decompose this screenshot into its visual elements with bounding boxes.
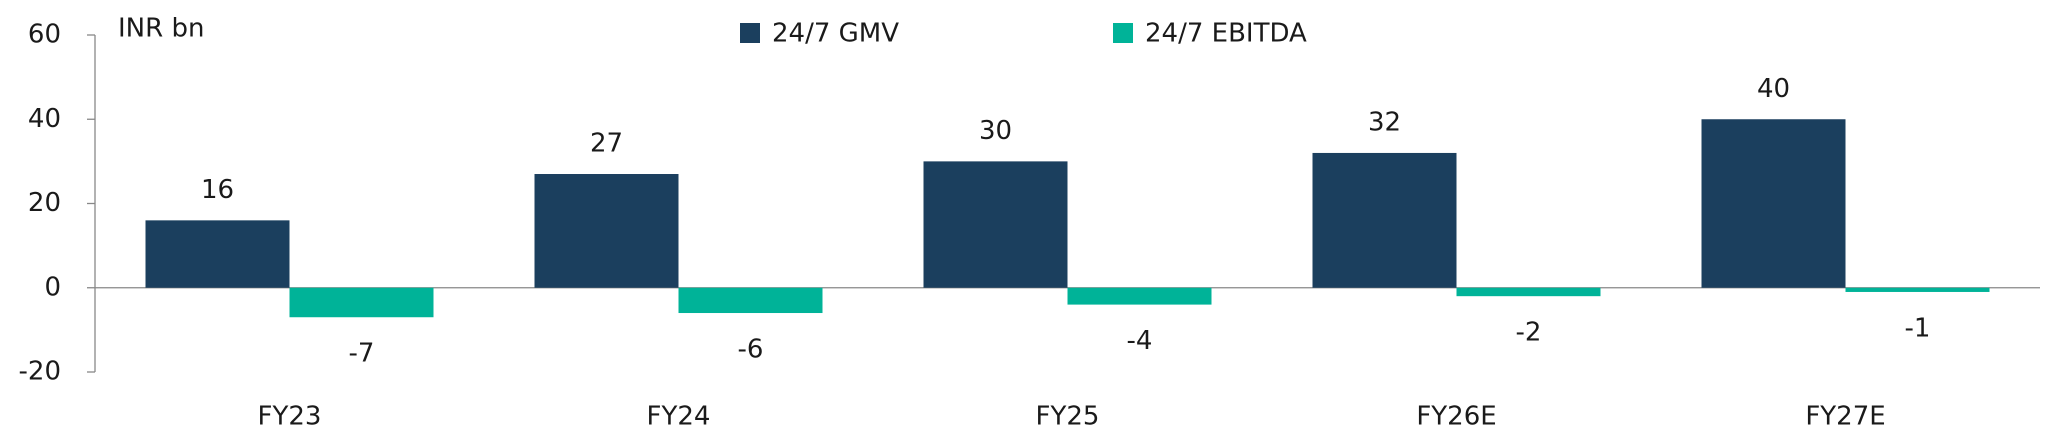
bar: [534, 174, 679, 288]
value-label: 16: [201, 175, 234, 205]
x-tick-label: FY23: [258, 402, 322, 432]
value-label: 40: [1757, 74, 1790, 104]
bar: [1312, 152, 1457, 288]
x-tick-label: FY24: [647, 402, 711, 432]
y-tick-label: 20: [28, 188, 61, 218]
value-label: 32: [1368, 107, 1401, 137]
legend-swatch: [1113, 23, 1133, 43]
bar: [923, 161, 1068, 288]
y-axis-label: INR bn: [118, 14, 204, 44]
value-label: 30: [979, 116, 1012, 146]
value-label: -4: [1127, 326, 1153, 356]
legend-label: 24/7 GMV: [772, 19, 899, 49]
value-label: 27: [590, 129, 623, 159]
bar: [145, 220, 290, 288]
bar: [678, 287, 823, 314]
value-label: -6: [738, 335, 764, 365]
bar: [289, 287, 434, 318]
x-tick-label: FY27E: [1805, 402, 1885, 432]
value-label: -2: [1516, 318, 1542, 348]
value-label: -7: [349, 339, 375, 369]
y-tick-label: 40: [28, 104, 61, 134]
bar: [1456, 287, 1601, 297]
y-tick-label: 0: [44, 272, 61, 302]
x-tick-label: FY26E: [1416, 402, 1496, 432]
x-tick-label: FY25: [1036, 402, 1100, 432]
legend-label: 24/7 EBITDA: [1145, 19, 1307, 49]
legend-swatch: [740, 23, 760, 43]
y-tick-label: 60: [28, 20, 61, 50]
bar: [1701, 119, 1846, 288]
bar: [1845, 287, 1990, 292]
bar: [1067, 287, 1212, 305]
y-tick-label: -20: [19, 357, 61, 387]
value-label: -1: [1905, 313, 1931, 343]
